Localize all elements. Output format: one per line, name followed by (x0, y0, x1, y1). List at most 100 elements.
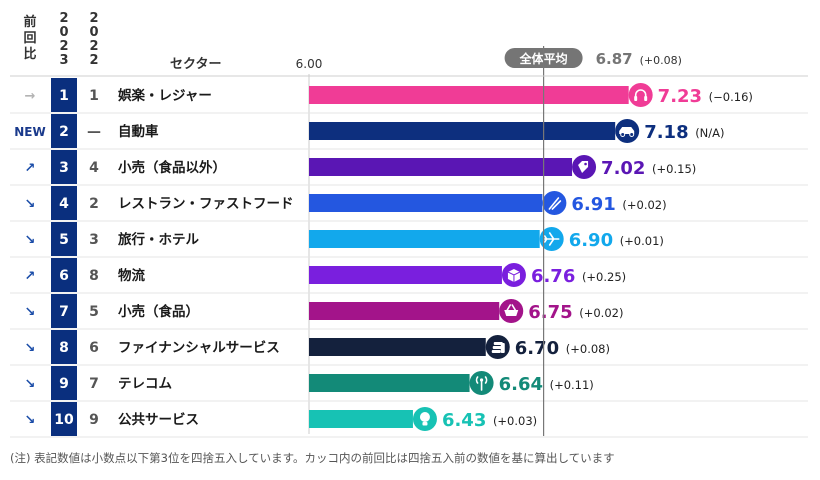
bar (309, 266, 502, 284)
rank-2023: 4 (59, 196, 69, 212)
antenna-icon (469, 371, 494, 395)
rank-2022: 2 (89, 196, 99, 212)
trend-indicator: ↗ (25, 269, 36, 284)
chart-row: → 1 1 娯楽・レジャー 7.23 (−0.16) (10, 78, 808, 114)
rank-2023: 1 (59, 88, 69, 104)
rank-2022: 8 (89, 268, 99, 284)
bar (309, 338, 486, 356)
value-label: 6.91 (571, 194, 615, 215)
airplane-icon (539, 227, 564, 251)
value-label: 6.64 (499, 374, 543, 395)
header-sector: セクター (170, 57, 221, 72)
value-label: 6.70 (515, 338, 559, 359)
trend-indicator: ↘ (25, 377, 36, 392)
trend-indicator: ↘ (25, 305, 36, 320)
change-label: (+0.02) (579, 306, 623, 320)
bar (309, 122, 616, 140)
rank-2023: 8 (59, 340, 69, 356)
average-label-group: 全体平均 6.87 (+0.08) (504, 48, 682, 68)
sector-label: 自動車 (118, 123, 159, 140)
change-label: (−0.16) (709, 90, 753, 104)
axis-start-label: 6.00 (296, 57, 323, 71)
rank-2023: 5 (59, 232, 69, 248)
sector-label: 小売（食品以外） (118, 159, 226, 176)
value-label: 7.18 (644, 122, 688, 143)
sector-label: 公共サービス (118, 411, 199, 428)
rank-2023: 2 (59, 124, 69, 140)
chart-row: ↘ 10 9 公共サービス 6.43 (+0.03) (10, 402, 808, 438)
change-label: (+0.15) (652, 162, 696, 176)
footnote: (注) 表記数値は小数点以下第3位を四捨五入しています。カッコ内の前回比は四捨五… (10, 451, 615, 465)
average-change: (+0.08) (640, 54, 682, 67)
rank-2022: 5 (89, 304, 99, 320)
chart-row: ↘ 7 5 小売（食品） 6.75 (+0.02) (10, 294, 808, 330)
change-label: (N/A) (695, 126, 724, 140)
rank-2023: 6 (59, 268, 69, 284)
rank-2023: 3 (59, 160, 69, 176)
bar (309, 86, 629, 104)
change-label: (+0.03) (493, 414, 537, 428)
trend-indicator: ↗ (25, 161, 36, 176)
value-label: 7.02 (601, 158, 645, 179)
lightbulb-icon (412, 407, 437, 431)
sector-label: レストラン・ファストフード (118, 196, 294, 212)
value-label: 6.75 (528, 302, 572, 323)
chart-row: ↘ 5 3 旅行・ホテル 6.90 (+0.01) (10, 222, 808, 258)
rank-2022: 9 (89, 412, 99, 428)
basket-icon (499, 299, 524, 323)
rank-2023-box (51, 186, 77, 220)
rank-2022: 1 (89, 88, 99, 104)
rank-2023-box (51, 150, 77, 184)
package-icon (501, 263, 526, 287)
chart-row: ↘ 9 7 テレコム 6.64 (+0.11) (10, 366, 808, 402)
rank-2022: — (87, 124, 101, 140)
change-label: (+0.11) (550, 378, 594, 392)
chart-row: ↗ 6 8 物流 6.76 (+0.25) (10, 258, 808, 294)
sector-label: テレコム (118, 376, 172, 392)
rank-2023-box (51, 330, 77, 364)
change-label: (+0.01) (620, 234, 664, 248)
rank-2023-box (51, 114, 77, 148)
utensils-icon (542, 191, 567, 215)
chart-row: NEW 2 — 自動車 7.18 (N/A) (10, 114, 808, 150)
car-icon (615, 119, 640, 143)
sector-label: 娯楽・レジャー (118, 87, 212, 104)
sector-label: ファイナンシャルサービス (118, 340, 280, 356)
trend-indicator: NEW (14, 125, 45, 139)
trend-indicator: → (25, 89, 36, 104)
rank-2022: 7 (89, 376, 99, 392)
rank-2023-box (51, 402, 77, 436)
rank-2023-box (51, 366, 77, 400)
rank-2022: 3 (89, 232, 99, 248)
value-label: 6.76 (531, 266, 575, 287)
bar (309, 410, 413, 428)
sector-label: 物流 (118, 267, 145, 284)
value-label: 6.90 (569, 230, 613, 251)
change-label: (+0.25) (582, 270, 626, 284)
trend-indicator: ↘ (25, 233, 36, 248)
rank-2023-box (51, 222, 77, 256)
value-label: 6.43 (442, 410, 486, 431)
rank-2023-box (51, 258, 77, 292)
rank-2022: 6 (89, 340, 99, 356)
trend-indicator: ↘ (25, 197, 36, 212)
rank-2023: 7 (59, 304, 69, 320)
average-value: 6.87 (596, 50, 633, 68)
bar (309, 302, 500, 320)
coins-icon (485, 335, 510, 359)
rank-2023: 9 (59, 376, 69, 392)
bar (309, 374, 470, 392)
bar (309, 158, 573, 176)
header-prev-comparison: 前回比 (23, 14, 36, 62)
change-label: (+0.02) (622, 198, 666, 212)
value-label: 7.23 (658, 86, 702, 107)
chart-row: ↗ 3 4 小売（食品以外） 7.02 (+0.15) (10, 150, 808, 186)
rank-2022: 4 (89, 160, 99, 176)
trend-indicator: ↘ (25, 413, 36, 428)
rank-2023: 10 (54, 412, 74, 428)
rank-2023-box (51, 78, 77, 112)
